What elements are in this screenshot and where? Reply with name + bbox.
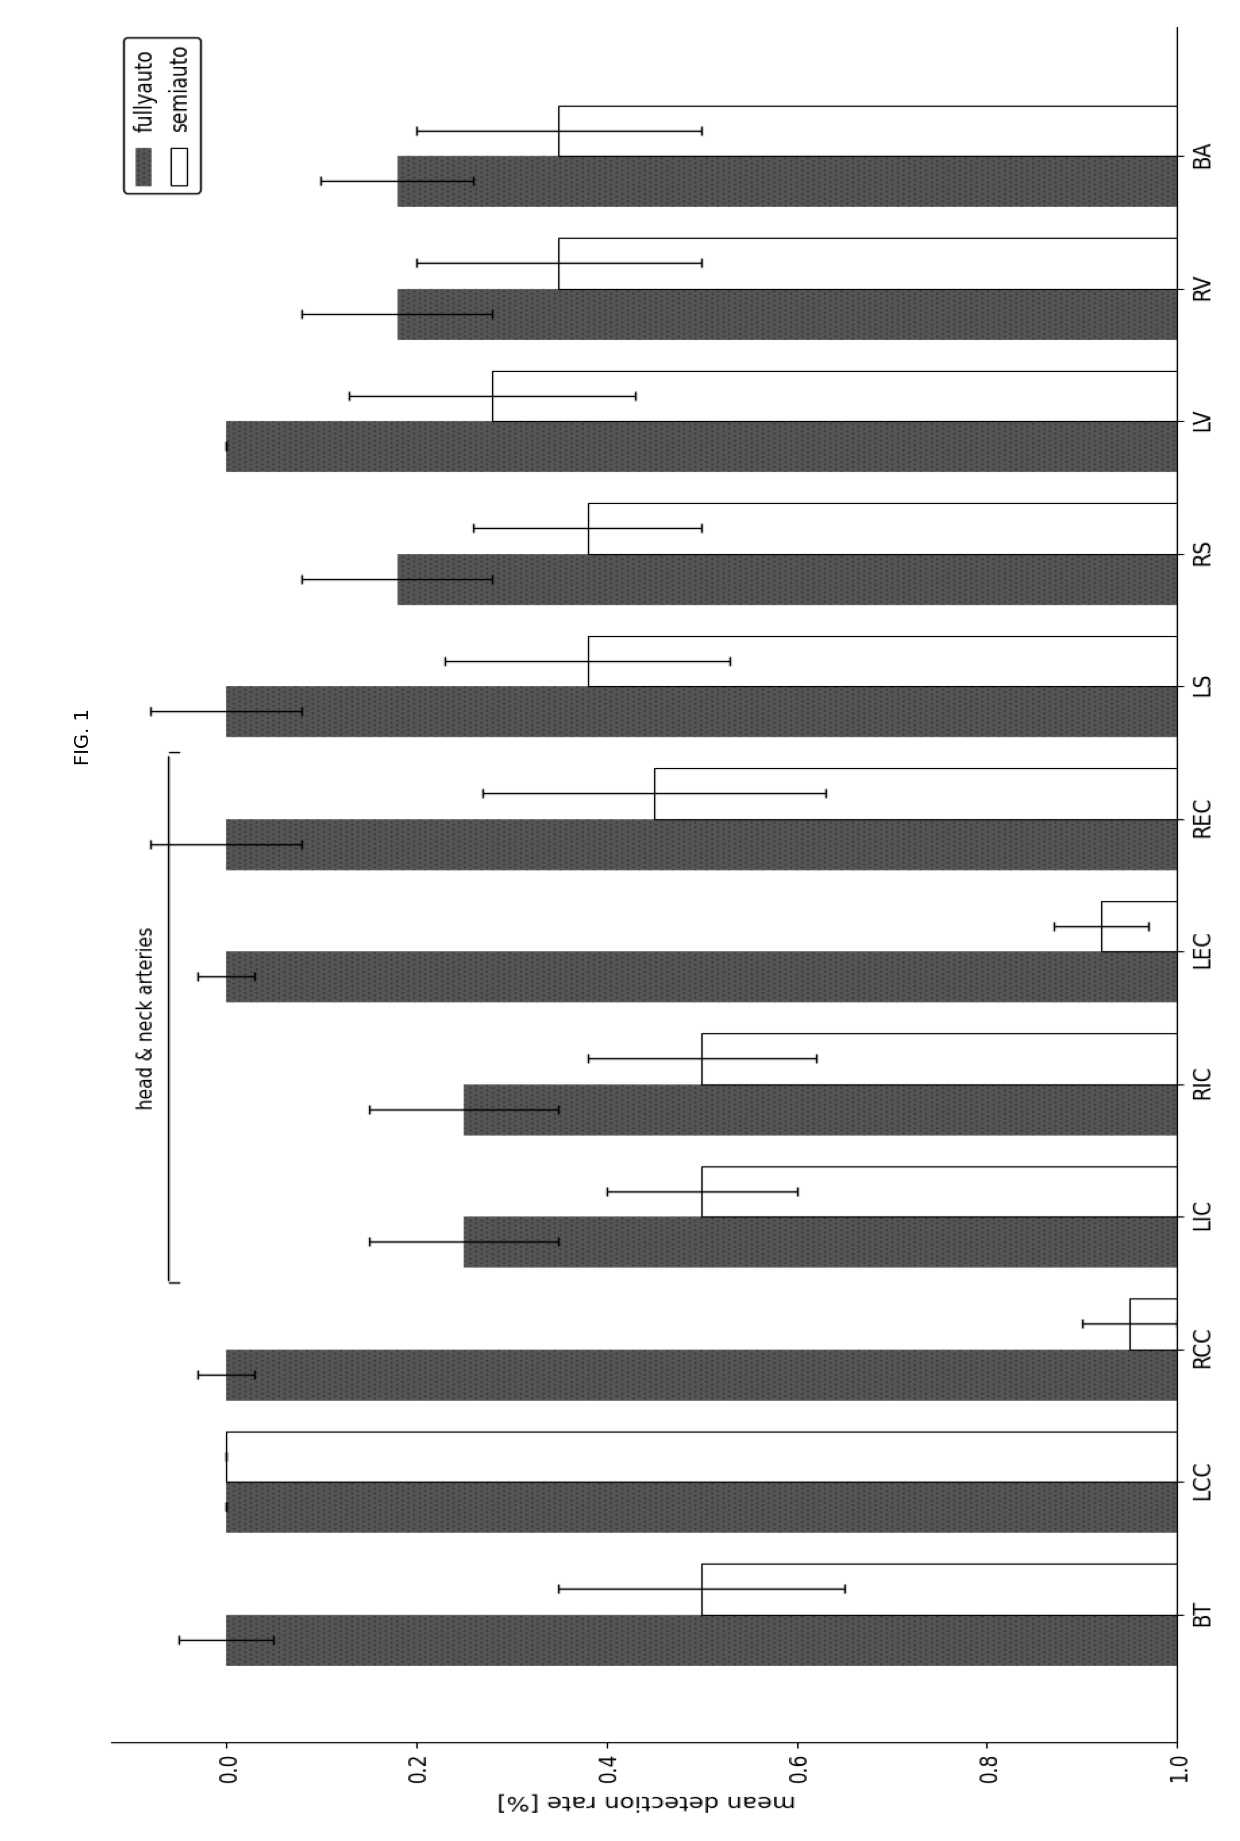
Text: FIG. 1: FIG. 1: [74, 709, 93, 764]
